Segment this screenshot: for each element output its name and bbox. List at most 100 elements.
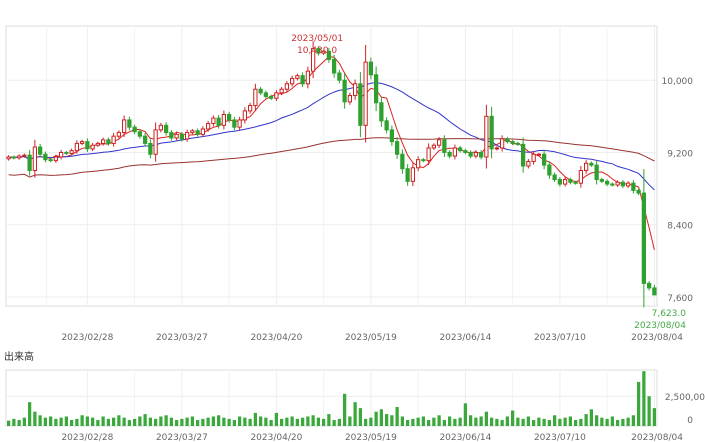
candle-body bbox=[442, 139, 447, 153]
date-tick-label: 2023/04/20 bbox=[250, 333, 302, 343]
candle-body bbox=[284, 83, 290, 90]
candle-body bbox=[200, 128, 206, 135]
volume-bar bbox=[647, 396, 651, 426]
volume-tick-label: 2,500,00 bbox=[665, 393, 705, 403]
date-tick-label: 2023/02/28 bbox=[61, 333, 113, 343]
candle-body bbox=[100, 139, 106, 144]
candle-body bbox=[216, 117, 221, 126]
volume-bar bbox=[432, 417, 436, 426]
volume-frame bbox=[5, 369, 658, 427]
volume-bar bbox=[48, 416, 53, 426]
volume-bar bbox=[80, 415, 84, 426]
volume-bar bbox=[495, 418, 499, 426]
volume-bar bbox=[216, 415, 221, 426]
candle-body bbox=[205, 123, 211, 130]
date-tick-label: 2023/06/14 bbox=[439, 333, 491, 343]
candle-body bbox=[342, 79, 347, 103]
volume-bar bbox=[185, 417, 189, 426]
volume-bar bbox=[537, 417, 541, 426]
candle-body bbox=[610, 183, 615, 186]
candle-body bbox=[74, 142, 80, 152]
candle-body bbox=[53, 156, 59, 162]
candle-body bbox=[578, 170, 584, 184]
candle-body bbox=[174, 133, 179, 139]
volume-bar bbox=[227, 418, 231, 426]
volume-bar bbox=[395, 406, 399, 426]
candle-body bbox=[347, 95, 353, 103]
volume-bar bbox=[211, 416, 216, 426]
volume-bar bbox=[348, 416, 352, 426]
candle-body bbox=[510, 141, 515, 144]
candle-body bbox=[253, 88, 258, 106]
date-tick-label: 2023/04/20 bbox=[250, 433, 302, 442]
volume-bar bbox=[479, 416, 483, 426]
candle-body bbox=[447, 151, 452, 157]
candle-body bbox=[158, 124, 164, 131]
volume-bar bbox=[447, 416, 452, 426]
price-grid bbox=[5, 25, 658, 307]
volume-bar bbox=[453, 418, 457, 426]
candle-body bbox=[274, 92, 279, 99]
volume-bar bbox=[500, 420, 504, 426]
candle-body bbox=[547, 164, 552, 176]
candle-body bbox=[305, 70, 311, 85]
volume-bar bbox=[615, 420, 620, 426]
volume-bar bbox=[426, 420, 431, 426]
candle-body bbox=[531, 153, 536, 162]
candle-body bbox=[263, 92, 269, 97]
volume-bar bbox=[594, 415, 599, 426]
candle-body bbox=[457, 147, 463, 152]
volume-bar bbox=[69, 420, 74, 426]
candle-body bbox=[179, 133, 185, 140]
volume-bar bbox=[306, 416, 310, 426]
candle-body bbox=[22, 154, 27, 157]
volume-bar bbox=[6, 420, 11, 426]
candle-body bbox=[594, 164, 599, 181]
volume-bar bbox=[190, 416, 195, 426]
candle-body bbox=[352, 83, 358, 97]
volume-bar bbox=[579, 418, 583, 426]
volume-bar bbox=[547, 420, 552, 426]
volume-bar bbox=[421, 416, 426, 426]
volume-bar bbox=[174, 420, 179, 426]
volume-bar bbox=[505, 416, 510, 426]
volume-bar bbox=[573, 420, 578, 426]
volume-bar bbox=[90, 417, 95, 426]
volume-bar bbox=[610, 416, 615, 426]
candle-body bbox=[268, 95, 274, 99]
candle-body bbox=[58, 151, 64, 158]
volume-bar bbox=[64, 416, 69, 426]
candle-body bbox=[431, 144, 437, 149]
volume-bar bbox=[563, 417, 567, 426]
volume-bar bbox=[96, 420, 100, 426]
high-date-label: 2023/05/01 bbox=[291, 34, 343, 44]
volume-bar bbox=[106, 418, 111, 426]
low-value-label: 7,623.0 bbox=[652, 309, 687, 319]
volume-bar bbox=[363, 418, 368, 426]
volume-bar bbox=[531, 420, 536, 426]
volume-bar bbox=[437, 415, 441, 426]
volume-bar bbox=[652, 408, 657, 426]
candle-body bbox=[32, 146, 38, 172]
volume-tick-label: 0 bbox=[687, 416, 693, 426]
volume-bar bbox=[626, 417, 630, 426]
volume-bar bbox=[631, 415, 636, 426]
candle-body bbox=[316, 48, 321, 54]
date-tick-label: 2023/03/27 bbox=[156, 333, 208, 343]
volume-bar bbox=[321, 418, 326, 426]
candle-body bbox=[641, 192, 647, 284]
volume-bar bbox=[290, 416, 294, 426]
candle-body bbox=[652, 287, 657, 296]
volume-bar bbox=[253, 412, 258, 426]
candle-body bbox=[169, 132, 174, 139]
volume-bar bbox=[552, 415, 557, 426]
candle-body bbox=[116, 132, 122, 137]
volume-bar bbox=[279, 418, 284, 426]
ma-line-ma5 bbox=[8, 56, 655, 251]
candle-body bbox=[358, 83, 363, 126]
candle-body bbox=[394, 141, 400, 155]
candle-body bbox=[421, 159, 426, 162]
volume-bar bbox=[379, 409, 384, 426]
candle-body bbox=[520, 143, 526, 167]
volume-bar bbox=[621, 418, 625, 426]
